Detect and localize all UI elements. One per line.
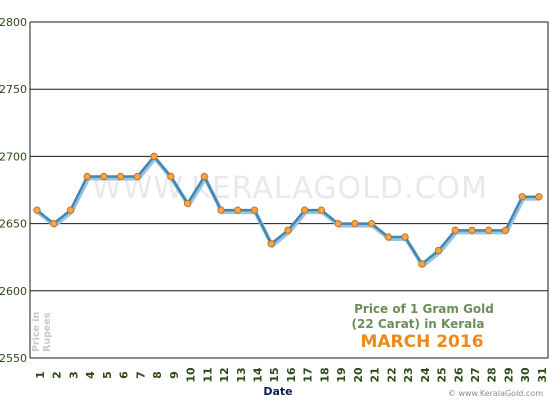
y-axis-label-line2: Rupees (42, 312, 53, 352)
x-tick-label-23: 23 (402, 367, 415, 382)
y-tick-label-2750: 2750 (0, 83, 27, 96)
x-tick-label-27: 27 (469, 367, 482, 382)
data-point-8 (150, 152, 158, 161)
data-point-11 (200, 172, 208, 181)
x-tick-label-3: 3 (67, 371, 80, 379)
x-tick-label-21: 21 (369, 367, 382, 382)
data-point-20 (351, 219, 359, 228)
x-tick-label-22: 22 (385, 367, 398, 382)
data-point-21 (367, 219, 376, 228)
y-tick-label-2550: 2550 (0, 352, 27, 365)
x-tick-label-17: 17 (302, 367, 315, 382)
data-point-6 (117, 172, 125, 181)
x-tick-label-9: 9 (168, 371, 181, 379)
x-tick-label-31: 31 (536, 367, 549, 382)
data-point-24 (418, 260, 426, 268)
data-point-31 (535, 193, 543, 201)
data-point-26 (451, 226, 459, 234)
x-tick-label-24: 24 (419, 367, 432, 383)
data-point-23 (401, 233, 409, 241)
y-axis-label-line1: Price in (31, 311, 42, 352)
y-tick-label-2800: 2800 (0, 16, 27, 29)
data-point-13 (234, 206, 242, 214)
x-tick-label-18: 18 (318, 367, 331, 382)
data-point-15 (267, 240, 275, 248)
x-tick-label-13: 13 (235, 367, 248, 382)
data-point-16 (284, 226, 292, 234)
x-tick-label-26: 26 (452, 367, 465, 383)
data-point-10 (183, 199, 192, 208)
data-point-3 (66, 206, 75, 214)
data-point-22 (384, 233, 392, 241)
x-tick-label-10: 10 (185, 367, 198, 383)
chart-title-month: MARCH 2016 (360, 332, 483, 352)
data-point-17 (301, 206, 309, 214)
x-tick-label-12: 12 (218, 367, 231, 382)
x-tick-label-11: 11 (201, 367, 214, 382)
chart-title-line2: (22 Carat) in Kerala (352, 317, 485, 331)
x-tick-label-25: 25 (436, 367, 449, 382)
data-point-5 (100, 172, 108, 181)
x-tick-label-19: 19 (335, 367, 348, 382)
x-tick-label-30: 30 (519, 367, 532, 383)
y-tick-label-2700: 2700 (0, 150, 27, 163)
x-tick-label-6: 6 (118, 371, 131, 379)
data-point-2 (50, 219, 58, 228)
x-tick-label-5: 5 (101, 371, 114, 379)
data-point-1 (33, 206, 41, 214)
watermark-text: WWW.KERALAGOLD.COM (92, 171, 488, 206)
x-axis-label: Date (263, 385, 292, 398)
data-point-9 (167, 172, 175, 181)
x-tick-label-8: 8 (151, 371, 164, 379)
x-tick-label-20: 20 (352, 367, 365, 383)
x-tick-label-7: 7 (134, 371, 147, 379)
x-tick-label-16: 16 (285, 367, 298, 383)
data-point-12 (217, 206, 225, 214)
x-tick-label-29: 29 (502, 367, 515, 382)
x-tick-label-15: 15 (268, 367, 281, 382)
data-point-29 (501, 226, 510, 234)
x-tick-label-4: 4 (84, 371, 97, 379)
x-tick-label-14: 14 (251, 367, 264, 383)
data-point-25 (434, 246, 443, 255)
data-point-4 (83, 172, 91, 181)
y-tick-label-2650: 2650 (0, 218, 27, 231)
chart-title-line1: Price of 1 Gram Gold (354, 302, 494, 316)
y-tick-label-2600: 2600 (0, 285, 27, 298)
data-point-30 (518, 193, 526, 201)
data-point-19 (334, 219, 342, 228)
data-point-7 (133, 172, 142, 181)
x-tick-label-1: 1 (34, 371, 47, 379)
source-credit: © www.KeralaGold.com (448, 389, 543, 398)
x-tick-label-28: 28 (486, 367, 499, 382)
data-point-27 (468, 226, 476, 234)
data-point-28 (485, 226, 493, 234)
data-point-14 (250, 206, 259, 214)
x-tick-label-2: 2 (51, 371, 64, 379)
data-point-18 (317, 206, 326, 214)
